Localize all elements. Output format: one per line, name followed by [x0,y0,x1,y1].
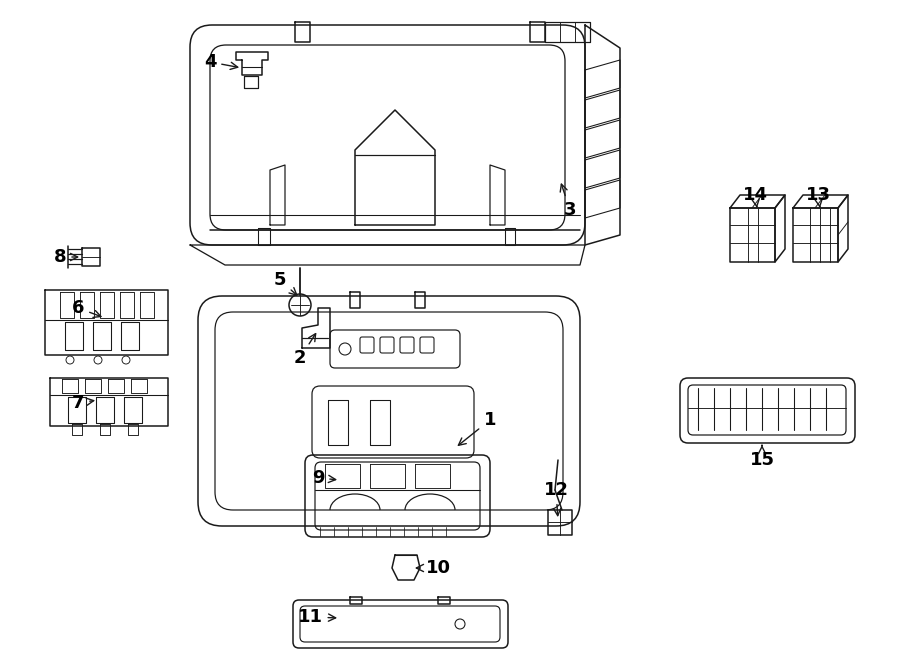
Text: 2: 2 [293,334,316,367]
Text: 8: 8 [54,248,77,266]
Text: 3: 3 [560,184,576,219]
Text: 5: 5 [274,271,297,295]
Text: 10: 10 [417,559,451,577]
Text: 11: 11 [298,608,336,626]
Text: 7: 7 [72,394,94,412]
Text: 6: 6 [72,299,101,317]
Text: 9: 9 [311,469,336,487]
Text: 14: 14 [742,186,768,207]
Text: 15: 15 [750,446,775,469]
Text: 4: 4 [203,53,238,71]
Text: 12: 12 [544,481,569,516]
Text: 1: 1 [458,411,496,446]
Text: 13: 13 [806,186,831,207]
